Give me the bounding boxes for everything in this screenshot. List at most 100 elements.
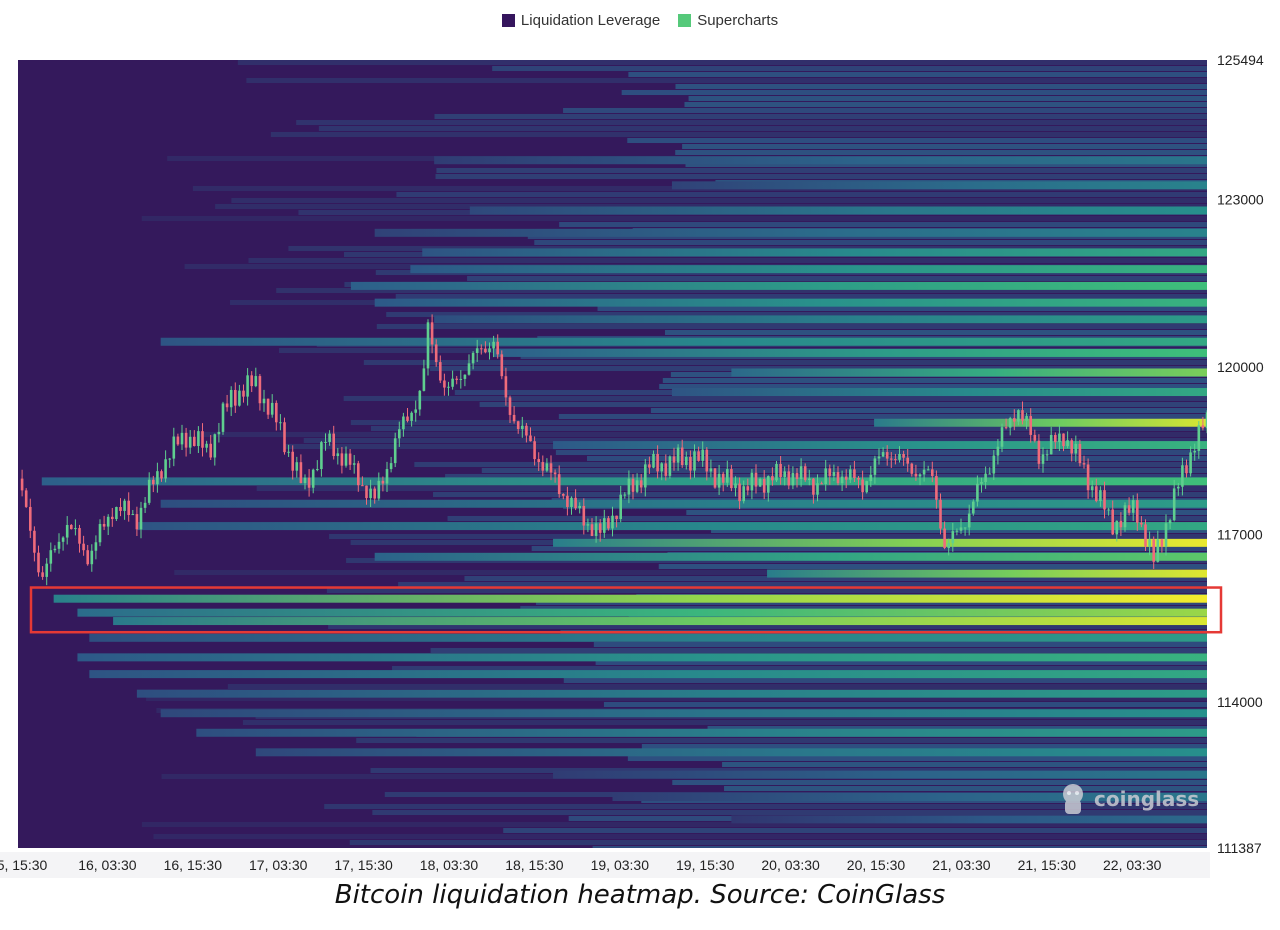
candle-body — [824, 468, 827, 485]
chart-legend: Liquidation Leverage Supercharts — [0, 12, 1280, 29]
candle-body — [1164, 523, 1168, 547]
candle-body — [1131, 500, 1135, 513]
candle-body — [299, 462, 303, 484]
candle-body — [1111, 509, 1114, 535]
candle-body — [320, 442, 323, 470]
candle-body — [783, 471, 786, 478]
candle-body — [1127, 505, 1131, 513]
legend-swatch-icon — [678, 14, 692, 27]
x-tick-label: 17, 15:30 — [334, 857, 393, 873]
candle-body — [86, 550, 89, 565]
liquidation-band — [374, 298, 1207, 307]
candle-body — [730, 469, 733, 489]
candle-body — [992, 455, 996, 474]
candle-body — [541, 462, 545, 471]
candle-body — [217, 431, 221, 435]
candle-body — [873, 458, 877, 475]
heatmap-texture-row — [328, 624, 1207, 629]
candle-body — [123, 500, 126, 511]
liquidation-band — [41, 477, 1207, 486]
liquidation-band — [255, 748, 1207, 757]
candle-body — [1156, 539, 1160, 562]
candle-body — [1144, 524, 1147, 547]
candle-body — [1197, 425, 1201, 451]
heatmap-texture-row — [724, 786, 1207, 791]
x-tick-label: 21, 15:30 — [1018, 857, 1077, 873]
candle-body — [1205, 412, 1207, 429]
candle-body — [303, 477, 307, 484]
legend-label: Liquidation Leverage — [520, 12, 661, 29]
y-tick-label: 120000 — [1217, 359, 1264, 375]
candle-body — [1058, 433, 1061, 443]
candle-body — [451, 378, 454, 387]
candle-body — [250, 375, 253, 387]
heatmap-texture-row — [650, 408, 1207, 413]
heatmap-texture-row — [707, 726, 1207, 731]
candle-body — [627, 478, 631, 495]
heatmap-texture-row — [227, 684, 1207, 689]
candle-body — [471, 352, 475, 364]
candle-body — [1021, 410, 1024, 421]
candle-body — [832, 472, 836, 476]
candle-body — [213, 434, 217, 458]
candle-body — [939, 499, 942, 529]
candle-body — [1029, 416, 1032, 435]
candle-body — [1123, 505, 1127, 528]
candle-body — [201, 431, 204, 448]
candle-body — [816, 483, 819, 495]
liquidation-band — [89, 633, 1207, 642]
candle-body — [1062, 433, 1065, 447]
candle-body — [771, 476, 774, 481]
candle-body — [795, 473, 799, 480]
legend-label: Supercharts — [697, 12, 779, 29]
candle-body — [914, 473, 918, 477]
liquidation-band — [160, 337, 1207, 346]
legend-item-supercharts[interactable]: Supercharts — [678, 12, 778, 29]
heatmap-texture-row — [559, 222, 1207, 227]
legend-item-liquidation-leverage[interactable]: Liquidation Leverage — [501, 12, 661, 29]
heatmap-texture-row — [270, 132, 1207, 137]
candle-body — [849, 469, 852, 480]
liquidation-band — [136, 689, 1207, 698]
candle-body — [746, 486, 750, 491]
legend-swatch-icon — [501, 14, 515, 27]
liquidation-cluster-highlight-box — [29, 586, 1223, 634]
candle-body — [1004, 427, 1008, 429]
candle-body — [910, 463, 914, 474]
candle-body — [779, 463, 782, 478]
candle-body — [664, 463, 668, 476]
candle-body — [1095, 486, 1098, 502]
candle-body — [1168, 520, 1172, 524]
candle-body — [1136, 500, 1139, 523]
candle-body — [521, 425, 524, 429]
candle-body — [488, 348, 491, 353]
candle-body — [840, 476, 844, 484]
heatmap-texture-row — [237, 60, 1207, 65]
candle-body — [1066, 440, 1069, 447]
candle-body — [324, 441, 327, 443]
heatmap-texture-row — [318, 126, 1207, 131]
candle-body — [693, 451, 696, 471]
candle-body — [1152, 539, 1155, 562]
liquidation-band — [874, 418, 1207, 427]
liquidation-band — [374, 228, 1207, 237]
candle-body — [656, 453, 659, 472]
liquidation-heatmap-chart: 125494 123000 120000 117000 114000 111387 5, … — [0, 52, 1264, 878]
candle-body — [1185, 465, 1188, 474]
heatmap-texture-row — [592, 846, 1207, 848]
heatmap-texture-row — [555, 450, 1207, 455]
candle-body — [1078, 443, 1082, 464]
heatmap-texture-row — [675, 84, 1207, 89]
liquidation-band — [77, 653, 1207, 662]
candle-body — [775, 463, 778, 481]
candle-body — [480, 348, 483, 350]
candle-body — [762, 478, 766, 493]
candle-body — [102, 524, 106, 527]
candle-body — [861, 479, 864, 493]
heatmap-texture-row — [324, 804, 1207, 809]
liquidation-band — [434, 156, 1207, 165]
candle-body — [74, 528, 77, 530]
candle-body — [1181, 465, 1184, 487]
candle-body — [713, 468, 717, 488]
candle-body — [422, 368, 426, 391]
